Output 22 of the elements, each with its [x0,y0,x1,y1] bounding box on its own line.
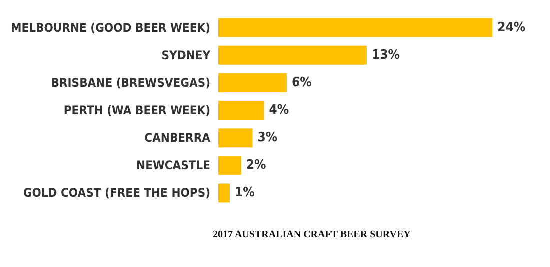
bar [218,46,367,65]
bar [218,18,493,38]
bar [218,73,288,92]
data-label: 3% [258,130,278,146]
y-tick-label: BRISBANE (BREWSVEGAS) [51,76,211,90]
bar [218,156,242,176]
data-label: 1% [234,186,256,201]
y-tick-label: PERTH (WA BEER WEEK) [64,104,211,118]
data-label: 4% [269,103,290,118]
data-label: 24% [498,20,526,36]
y-tick-label: MELBOURNE (GOOD BEER WEEK) [10,20,211,35]
bar [218,128,253,148]
y-tick-label: CANBERRA [144,131,212,146]
data-label: 13% [372,48,400,63]
data-label: 2% [246,158,267,174]
text: 2017 AUSTRALIAN CRAFT BEER SURVEY [213,230,412,240]
bar [218,101,264,120]
y-tick-label: SYDNEY [162,48,211,62]
y-tick-label: NEWCASTLE [136,158,211,173]
y-tick-label: GOLD COAST (FREE THE HOPS) [23,186,211,200]
bar [218,184,230,203]
data-label: 6% [292,75,312,90]
